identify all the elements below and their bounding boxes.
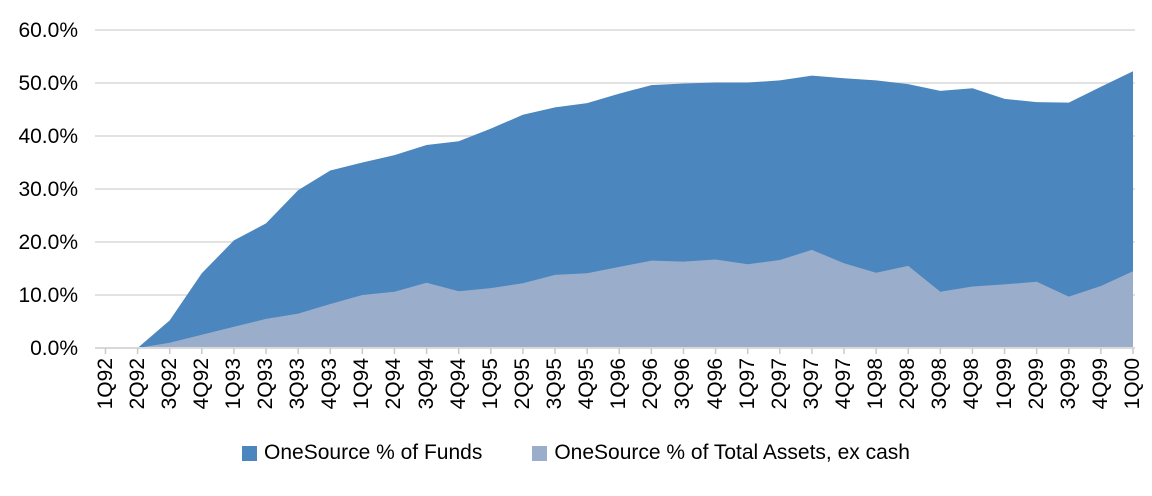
y-axis-label: 10.0% bbox=[18, 284, 78, 307]
y-axis-label: 30.0% bbox=[18, 178, 78, 201]
x-axis-label-text: 4Q98 bbox=[960, 358, 984, 410]
x-axis-label-text: 3Q93 bbox=[286, 358, 310, 410]
x-axis-label-text: 1Q92 bbox=[93, 358, 117, 410]
legend: OneSource % of Funds OneSource % of Tota… bbox=[0, 441, 1152, 465]
legend-item-assets: OneSource % of Total Assets, ex cash bbox=[532, 441, 910, 465]
x-axis-label-text: 2Q95 bbox=[510, 358, 534, 410]
funds-swatch-icon bbox=[242, 445, 258, 461]
x-axis-label-text: 2Q98 bbox=[896, 358, 920, 410]
x-axis-label-text: 4Q92 bbox=[189, 358, 213, 410]
x-axis-label-text: 2Q96 bbox=[639, 358, 663, 410]
y-axis-label: 40.0% bbox=[18, 125, 78, 148]
assets-swatch-icon bbox=[532, 445, 548, 461]
x-axis-label-text: 3Q98 bbox=[928, 358, 952, 410]
y-axis-label: 20.0% bbox=[18, 231, 78, 254]
x-axis-label-text: 2Q94 bbox=[382, 358, 406, 410]
legend-label-assets: OneSource % of Total Assets, ex cash bbox=[554, 441, 910, 464]
y-axis-label: 0.0% bbox=[30, 337, 78, 360]
x-axis-label-text: 2Q93 bbox=[254, 358, 278, 410]
x-axis-label-text: 4Q99 bbox=[1088, 358, 1112, 410]
x-axis-label-text: 3Q99 bbox=[1056, 358, 1080, 410]
legend-label-funds: OneSource % of Funds bbox=[264, 441, 483, 464]
x-axis-label-text: 3Q97 bbox=[799, 358, 823, 410]
x-axis-label-text: 2Q92 bbox=[125, 358, 149, 410]
x-axis-label-text: 1Q95 bbox=[478, 358, 502, 410]
x-axis-label-text: 3Q94 bbox=[414, 358, 438, 410]
x-axis-label-text: 3Q96 bbox=[671, 358, 695, 410]
x-axis-label-text: 4Q94 bbox=[446, 358, 470, 410]
x-axis-label-text: 4Q93 bbox=[318, 358, 342, 410]
x-axis-label-text: 3Q95 bbox=[543, 358, 567, 410]
x-axis-label-text: 1Q93 bbox=[221, 358, 245, 410]
x-axis-label-text: 3Q92 bbox=[157, 358, 181, 410]
legend-item-funds: OneSource % of Funds bbox=[242, 441, 482, 465]
x-axis-label-text: 1Q94 bbox=[350, 358, 374, 410]
assets-area-series bbox=[105, 249, 1133, 348]
y-axis-label: 60.0% bbox=[18, 19, 78, 42]
x-axis-label-text: 1Q98 bbox=[864, 358, 888, 410]
x-axis-label-text: 2Q97 bbox=[767, 358, 791, 410]
x-axis-label-text: 1Q99 bbox=[992, 358, 1016, 410]
x-axis-label-text: 2Q99 bbox=[1024, 358, 1048, 410]
x-axis-label-text: 1Q97 bbox=[735, 358, 759, 410]
x-axis-label-text: 4Q95 bbox=[575, 358, 599, 410]
y-axis-label: 50.0% bbox=[18, 72, 78, 95]
x-axis-label-text: 4Q97 bbox=[832, 358, 856, 410]
x-axis-label-text: 1Q96 bbox=[607, 358, 631, 410]
x-axis-label-text: 4Q96 bbox=[703, 358, 727, 410]
plot-area bbox=[95, 29, 1135, 354]
x-axis-label-text: 1Q00 bbox=[1121, 358, 1144, 410]
